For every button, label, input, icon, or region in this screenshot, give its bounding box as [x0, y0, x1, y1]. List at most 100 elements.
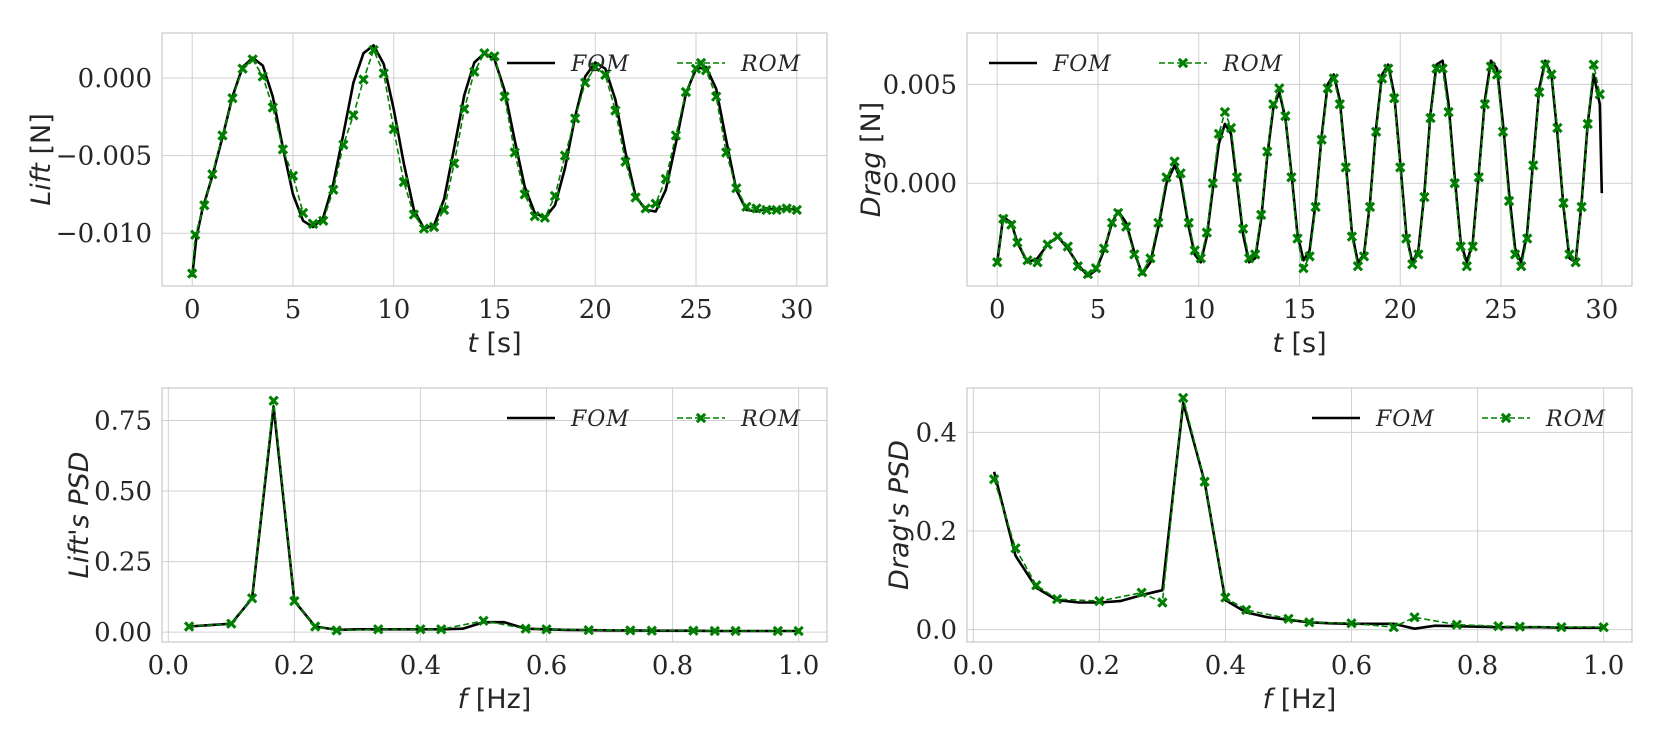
rom-marker	[1220, 592, 1231, 603]
rom-marker	[1094, 595, 1105, 607]
x-tick-label: 0.8	[652, 651, 693, 681]
rom-marker	[1346, 231, 1358, 242]
rom-marker	[1588, 59, 1599, 70]
rom-marker	[1106, 217, 1118, 228]
rom-marker	[771, 204, 782, 216]
rom-marker	[237, 63, 248, 74]
rom-marker	[1213, 128, 1225, 139]
rom-marker	[992, 257, 1003, 268]
rom-marker	[791, 204, 802, 216]
rom-marker	[1467, 241, 1478, 252]
rom-marker	[630, 192, 641, 203]
rom-marker	[1564, 249, 1575, 260]
x-axis-label: f [Hz]	[1263, 684, 1337, 715]
rom-marker	[1558, 197, 1569, 209]
rom-marker	[1292, 233, 1303, 244]
rom-marker	[1219, 106, 1231, 118]
x-tick-label: 0.6	[526, 651, 567, 681]
rom-marker	[541, 624, 552, 635]
rom-marker	[1598, 622, 1609, 633]
rom-marker	[1407, 259, 1418, 270]
rom-marker	[338, 139, 349, 150]
x-tick-label: 30	[780, 295, 813, 325]
rom-marker	[1370, 126, 1382, 137]
y-axis-label: Drag [N]	[856, 102, 887, 217]
rom-marker	[1528, 160, 1539, 171]
rom-marker	[1052, 231, 1063, 242]
rom-marker	[499, 91, 510, 102]
rom-marker	[1032, 257, 1043, 268]
x-tick-label: 10	[377, 295, 410, 325]
rom-marker	[1195, 253, 1206, 264]
rom-marker	[711, 91, 722, 102]
x-tick-label: 5	[285, 295, 302, 325]
x-tick-label: 25	[679, 295, 712, 325]
series-line-fom	[992, 401, 1604, 631]
rom-marker	[1479, 99, 1491, 110]
rom-marker	[415, 624, 426, 635]
series-line-fom	[189, 404, 799, 633]
y-axis-label: Drag's PSD	[884, 440, 915, 590]
legend-label-rom: ROM	[1545, 407, 1606, 432]
rom-marker	[1516, 261, 1527, 272]
rom-marker	[1497, 126, 1509, 137]
y-tick-label: −0.005	[56, 142, 152, 172]
rom-marker	[1262, 146, 1273, 157]
y-tick-label: −0.010	[56, 219, 152, 249]
rom-marker	[1298, 263, 1309, 274]
rom-marker	[1340, 162, 1351, 173]
rom-marker	[1514, 621, 1525, 632]
y-tick-label: 0.000	[883, 169, 957, 199]
rom-marker	[247, 54, 258, 65]
rom-marker	[519, 189, 530, 200]
legend-marker	[695, 57, 707, 69]
x-tick-label: 0.6	[1331, 651, 1372, 681]
x-tick-label: 20	[1384, 295, 1417, 325]
rom-marker	[449, 158, 460, 169]
rom-marker	[1250, 249, 1261, 260]
rom-marker	[1509, 249, 1521, 260]
rom-marker	[1042, 239, 1053, 250]
legend-label-fom: FOM	[1375, 407, 1435, 432]
rom-marker	[1364, 201, 1376, 213]
rom-marker	[1304, 617, 1315, 628]
rom-marker	[1419, 191, 1430, 203]
rom-marker	[1358, 251, 1370, 262]
rom-marker	[1157, 597, 1168, 608]
rom-marker	[1570, 257, 1581, 268]
rom-marker	[1443, 106, 1454, 118]
rom-marker	[988, 474, 1000, 485]
rom-marker	[709, 625, 720, 637]
rom-marker	[1145, 253, 1156, 264]
rom-marker	[1082, 268, 1094, 280]
x-tick-label: 25	[1484, 295, 1517, 325]
rom-marker	[1283, 613, 1294, 624]
plot-frame	[966, 32, 1633, 287]
rom-marker	[277, 144, 289, 155]
rom-marker	[190, 229, 201, 240]
rom-marker	[721, 147, 732, 158]
rom-marker	[509, 147, 520, 158]
rom-marker	[368, 44, 379, 56]
plot-frame	[966, 387, 1633, 643]
x-tick-label: 0	[989, 295, 1006, 325]
rom-marker	[1346, 618, 1357, 629]
rom-marker	[600, 69, 611, 81]
rom-marker	[670, 130, 682, 141]
rom-marker	[257, 71, 268, 82]
rom-marker	[1473, 172, 1484, 183]
x-tick-label: 5	[1090, 295, 1107, 325]
rom-marker	[1268, 99, 1279, 110]
series-line-rom	[996, 63, 1601, 275]
legend-marker	[695, 412, 707, 424]
rom-marker	[1383, 63, 1394, 74]
rom-marker	[1169, 156, 1180, 167]
rom-marker	[1237, 223, 1249, 234]
rom-marker	[373, 624, 384, 635]
chart-lift: 0 5 10 15 20 25 30 0.000 −0.005 −0.010 t [s] Lift […	[26, 32, 828, 359]
rom-marker	[1316, 134, 1327, 145]
x-axis-label: f [Hz]	[458, 684, 532, 715]
rom-marker	[1576, 201, 1587, 213]
rom-marker	[529, 211, 540, 222]
